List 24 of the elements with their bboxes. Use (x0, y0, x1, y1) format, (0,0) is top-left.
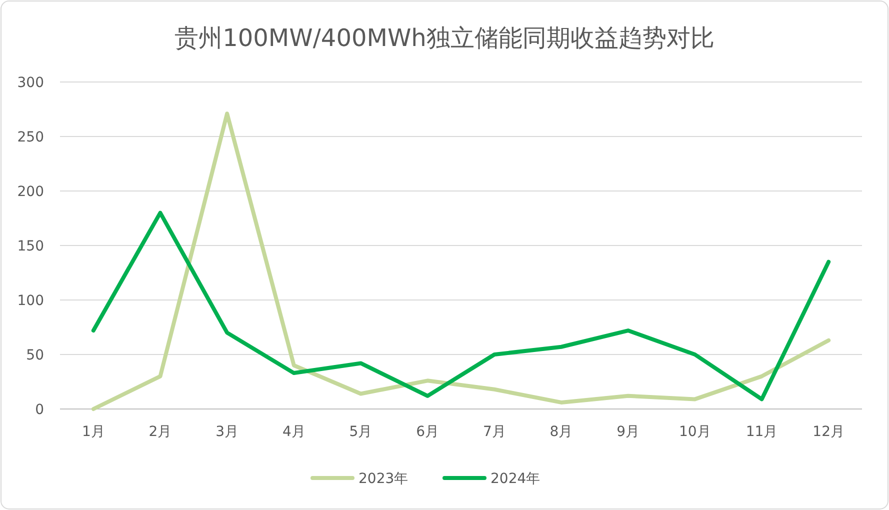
x-tick-label: 9月 (616, 424, 640, 440)
x-tick-label: 6月 (416, 424, 440, 440)
x-tick-label: 5月 (349, 424, 372, 440)
y-tick-label: 200 (17, 184, 44, 200)
chart-title: 贵州100MW/400MWh独立储能同期收益趋势对比 (174, 24, 714, 52)
line-series (91, 112, 831, 411)
y-tick-label: 150 (17, 238, 44, 254)
x-tick-label: 7月 (482, 424, 506, 440)
y-tick-label: 100 (17, 293, 44, 309)
x-tick-label: 8月 (550, 424, 573, 440)
legend-label: 2024年 (490, 471, 540, 487)
y-tick-label: 250 (17, 130, 44, 146)
y-tick-label: 300 (17, 75, 44, 91)
x-tick-label: 3月 (216, 424, 239, 440)
y-tick-label: 50 (26, 348, 44, 364)
x-tick-label: 10月 (679, 424, 711, 440)
line-series (91, 210, 831, 402)
x-tick-label: 4月 (282, 424, 306, 440)
x-tick-label: 12月 (812, 424, 844, 440)
x-tick-label: 2月 (148, 424, 172, 440)
x-tick-label: 1月 (82, 424, 105, 440)
x-tick-label: 11月 (746, 424, 778, 440)
legend-label: 2023年 (358, 471, 408, 487)
y-tick-label: 0 (35, 402, 44, 418)
